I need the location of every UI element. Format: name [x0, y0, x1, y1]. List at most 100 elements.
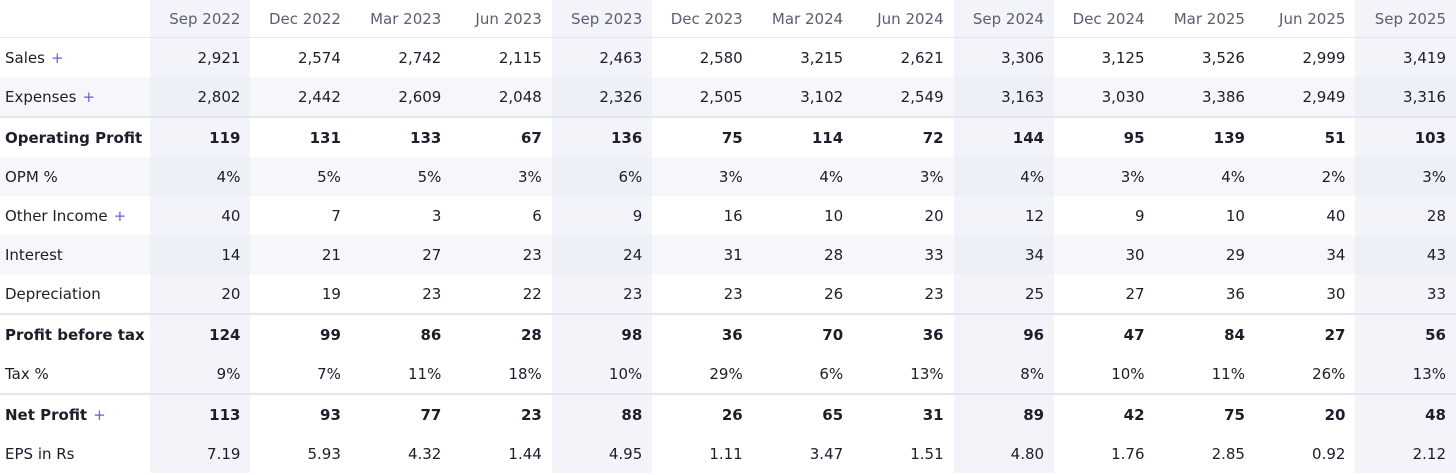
cell: 30 — [1054, 235, 1155, 274]
cell: 27 — [1254, 313, 1356, 354]
row-label: Depreciation — [0, 274, 150, 314]
period-header: Sep 2025 — [1355, 0, 1456, 38]
cell: 26% — [1312, 364, 1346, 383]
cell: 20 — [924, 206, 944, 225]
cell: 2.12 — [1355, 434, 1456, 473]
cell: 133 — [350, 116, 452, 157]
cell: 31 — [853, 393, 954, 434]
cell: 3,306 — [953, 37, 1055, 77]
cell: 3% — [1054, 157, 1155, 196]
expand-button[interactable]: + — [50, 48, 64, 67]
label-text: Sales — [5, 48, 45, 67]
cell: 5.93 — [307, 444, 341, 463]
cell: 27 — [350, 235, 452, 274]
cell: 2,609 — [350, 77, 452, 117]
row-label[interactable]: Net Profit + — [0, 393, 150, 434]
cell: 20 — [150, 274, 251, 314]
cell: 88 — [551, 393, 653, 434]
period-header: Dec 2024 — [1054, 0, 1155, 38]
table-row: EPS in Rs 7.19 5.93 4.32 1.44 4.95 1.11 3.47 1.5… — [0, 434, 1456, 473]
period-header: Mar 2024 — [752, 0, 854, 38]
cell: 2,949 — [1254, 77, 1356, 117]
cell: 27 — [1125, 284, 1145, 303]
cell: 9 — [551, 196, 653, 235]
cell: 75 — [652, 116, 753, 157]
cell: 51 — [1254, 116, 1356, 157]
table-row: Other Income +40 7 3 6 9 16 10 20 12 9 10 40 28 — [0, 196, 1456, 235]
cell: 3% — [652, 157, 753, 196]
row-label: OPM % — [0, 157, 150, 196]
cell: 14 — [150, 235, 251, 274]
cell: 114 — [752, 116, 854, 157]
table-row: Expenses +2,802 2,442 2,609 2,048 2,326 2,505 3… — [0, 77, 1456, 117]
header-row: Sep 2022 Dec 2022 Mar 2023 Jun 2023 Sep 2023… — [0, 0, 1456, 38]
row-label[interactable]: Other Income + — [0, 196, 150, 235]
expand-button[interactable]: + — [93, 405, 106, 424]
cell: 136 — [551, 116, 653, 157]
row-label[interactable]: Sales + — [0, 38, 150, 78]
cell: 139 — [1154, 116, 1255, 157]
cell: 25 — [953, 274, 1055, 314]
table-row: Depreciation 20 19 23 22 23 23 26 23 25 27 36 30 33 — [0, 274, 1456, 314]
cell: 36 — [652, 313, 753, 354]
cell: 36 — [1225, 284, 1245, 303]
cell: 3,316 — [1355, 77, 1456, 117]
cell: 4% — [752, 157, 854, 196]
period-header: Sep 2023 — [551, 0, 653, 38]
cell: 93 — [250, 393, 351, 434]
cell: 5% — [250, 157, 351, 196]
cell: 6 — [532, 206, 542, 225]
cell: 3.47 — [809, 444, 844, 463]
period-header: Mar 2025 — [1154, 0, 1255, 38]
cell: 8% — [953, 354, 1055, 394]
cell: 23 — [451, 235, 552, 274]
cell: 103 — [1355, 116, 1456, 157]
expand-button[interactable]: + — [82, 87, 96, 106]
cell: 18% — [508, 364, 542, 383]
cell: 22 — [522, 284, 542, 303]
cell: 21 — [250, 235, 351, 274]
label-text: Tax % — [5, 364, 49, 383]
cell: 6% — [819, 364, 844, 383]
cell: 3,163 — [953, 77, 1055, 117]
period-header: Jun 2023 — [451, 0, 552, 38]
cell: 26 — [652, 393, 753, 434]
table-row: Profit before tax 124 99 86 28 98 36 70 36 96 47 84… — [0, 313, 1456, 354]
cell: 2,442 — [250, 77, 351, 117]
cell: 23 — [451, 393, 552, 434]
cell: 3 — [431, 206, 442, 225]
period-header: Jun 2024 — [853, 0, 954, 38]
label-text: Expenses — [5, 87, 77, 106]
row-label[interactable]: Expenses + — [0, 77, 150, 117]
cell: 1.76 — [1111, 444, 1145, 463]
cell: 2% — [1254, 157, 1356, 196]
cell: 2,742 — [398, 48, 442, 67]
cell: 13% — [910, 364, 944, 383]
cell: 40 — [1326, 206, 1346, 225]
cell: 3,102 — [752, 77, 854, 117]
cell: 144 — [953, 116, 1055, 157]
cell: 5% — [350, 157, 452, 196]
cell: 98 — [551, 313, 653, 354]
cell: 95 — [1054, 116, 1155, 157]
cell: 10% — [551, 354, 653, 394]
cell: 2,549 — [853, 77, 954, 117]
table-row: Operating Profit 119 131 133 67 136 75 114 72 144… — [0, 116, 1456, 157]
cell: 16 — [723, 206, 743, 225]
cell: 33 — [1355, 274, 1456, 314]
corner — [0, 0, 150, 38]
cell: 2,621 — [900, 48, 944, 67]
cell: 2.85 — [1211, 444, 1245, 463]
cell: 96 — [953, 313, 1055, 354]
cell: 56 — [1355, 313, 1456, 354]
period-header: Mar 2023 — [350, 0, 452, 38]
label-text: OPM % — [5, 167, 58, 186]
cell: 42 — [1054, 393, 1155, 434]
label-text: Net Profit — [5, 405, 88, 424]
cell: 40 — [150, 196, 251, 235]
row-label: Tax % — [0, 354, 150, 394]
expand-button[interactable]: + — [113, 206, 127, 225]
cell: 29 — [1154, 235, 1255, 274]
cell: 28 — [451, 313, 552, 354]
